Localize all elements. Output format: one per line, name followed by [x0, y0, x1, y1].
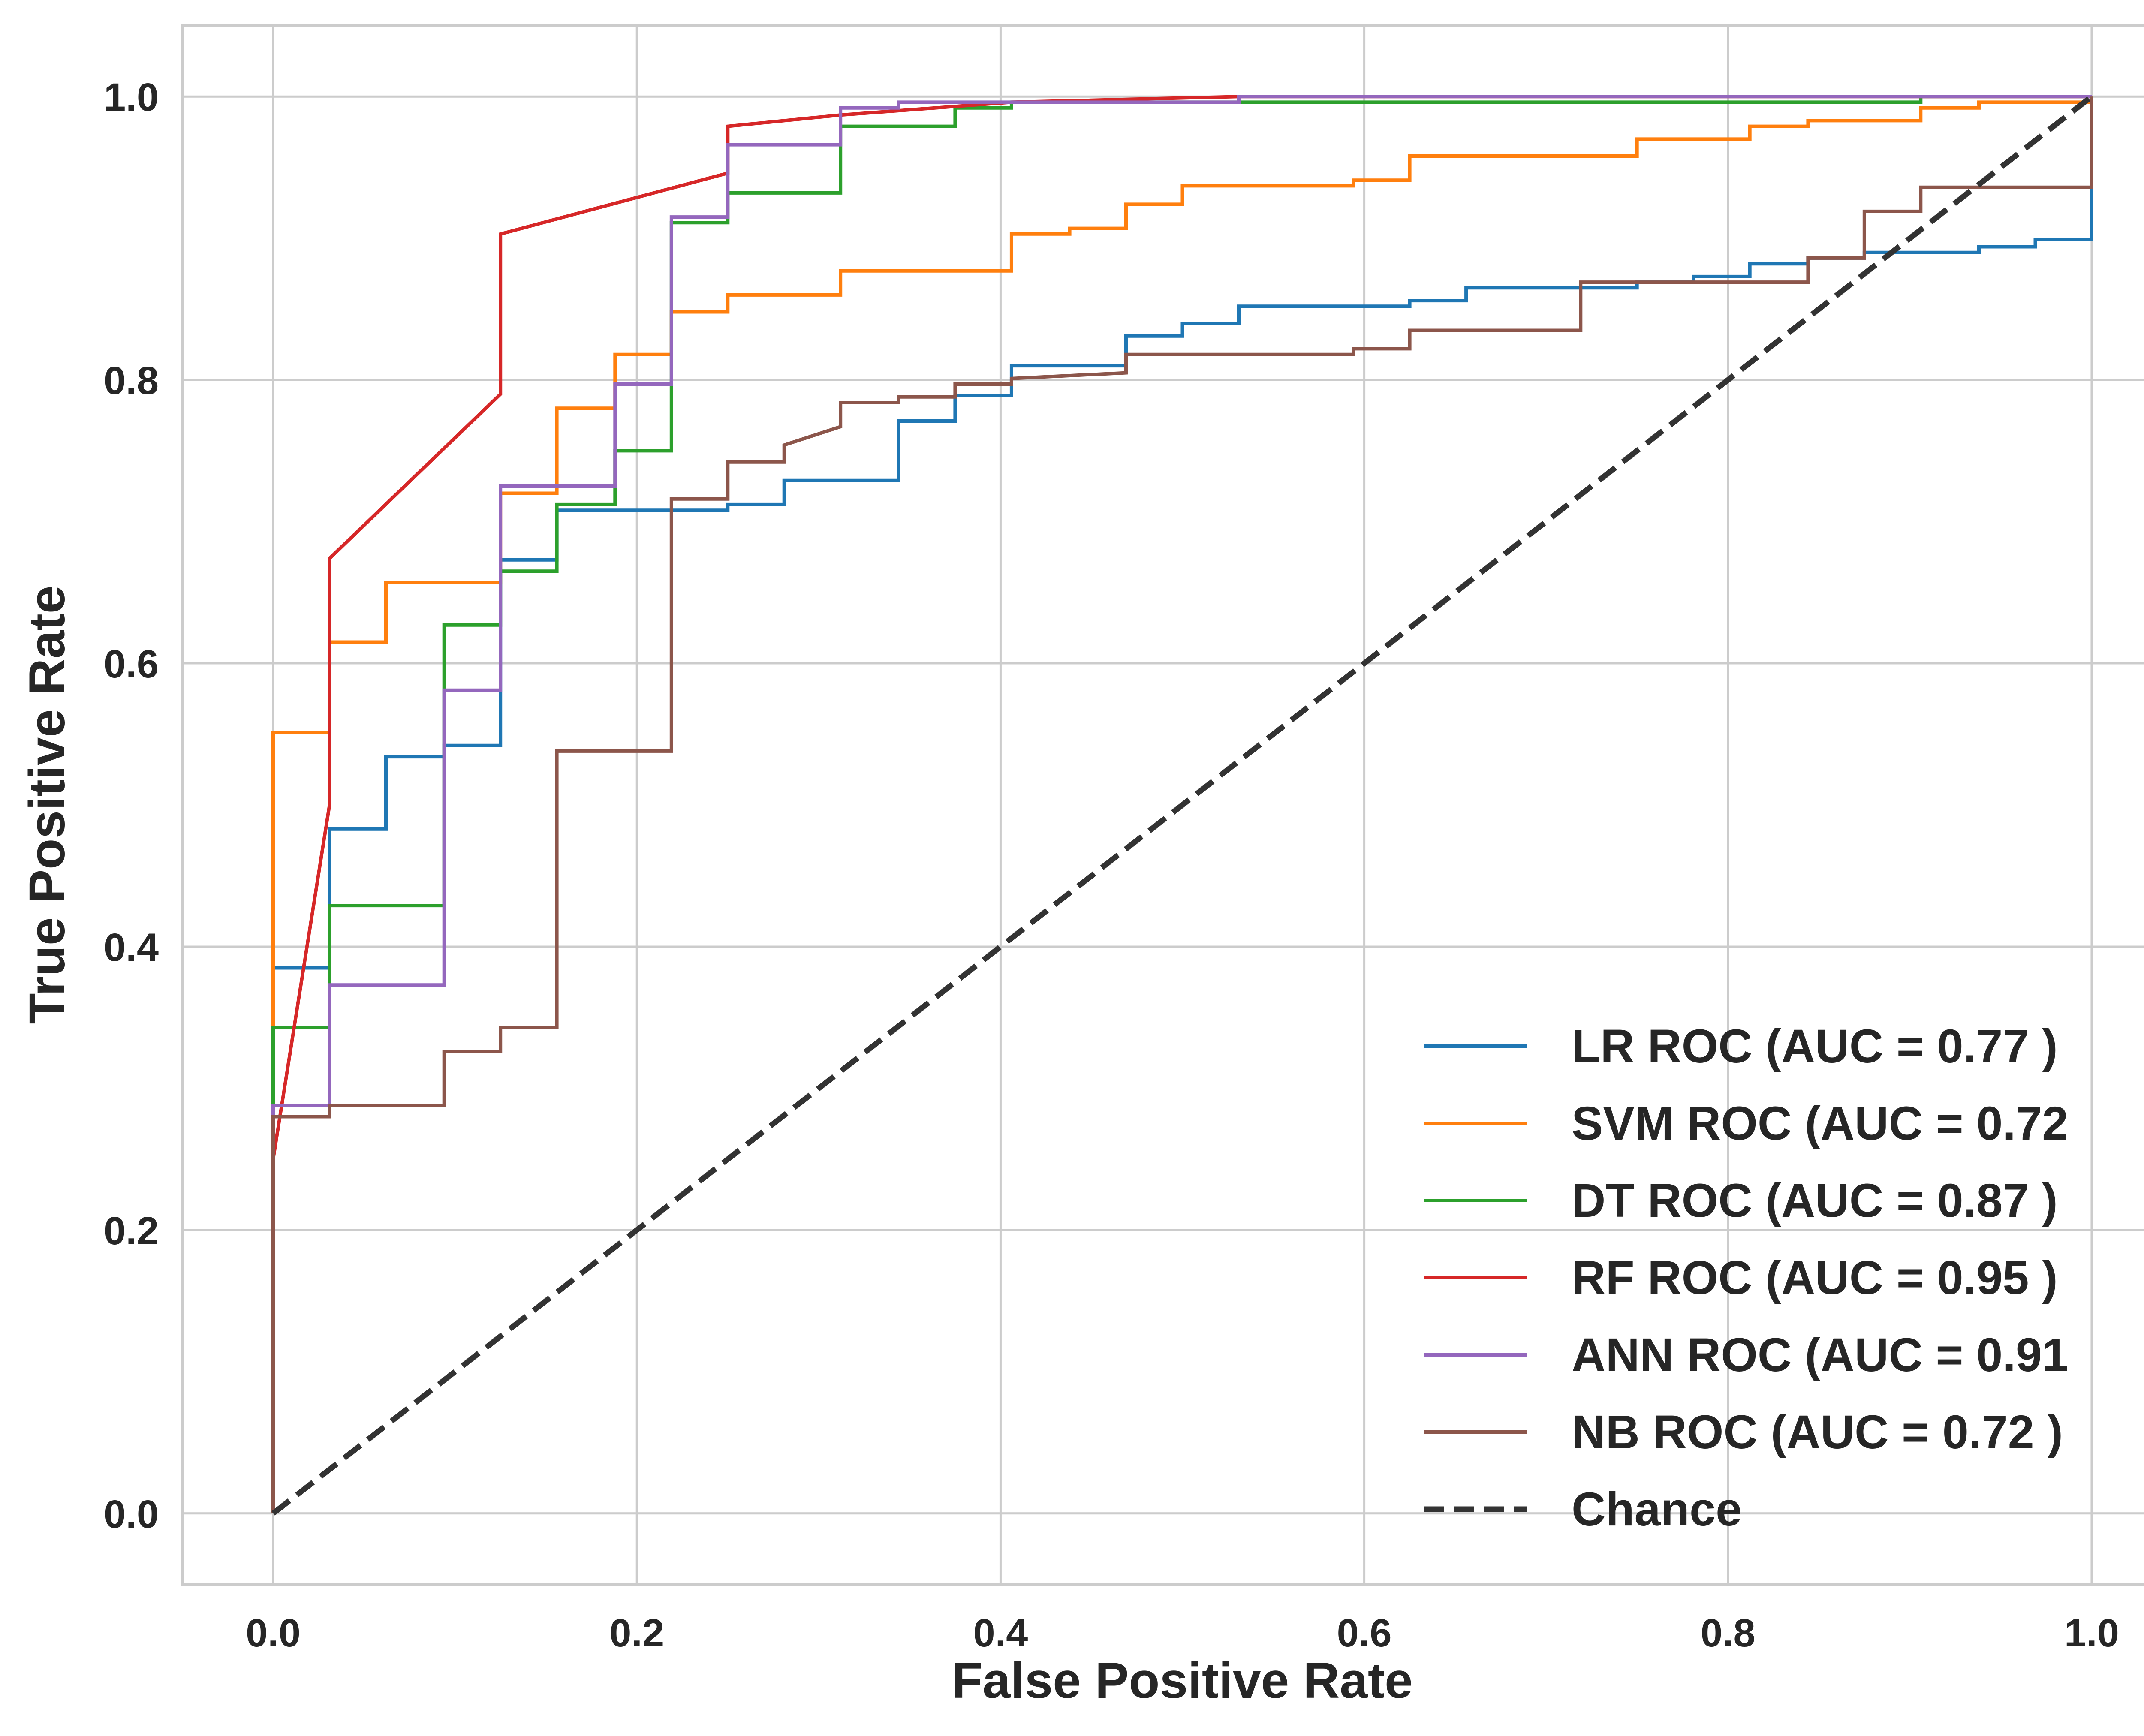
- y-tick-label: 0.2: [104, 1209, 159, 1253]
- y-axis-title: True Positive Rate: [19, 585, 75, 1024]
- legend-label-dt: DT ROC (AUC = 0.87 ): [1572, 1174, 2058, 1227]
- series-line-ann: [271, 95, 2092, 1513]
- plot-frame: [181, 24, 2144, 1586]
- y-axis-ticks: 0.0 0.2 0.4 0.6 0.8 1.0: [104, 75, 159, 1536]
- y-tick-label: 0.4: [104, 926, 159, 969]
- x-tick-label: 1.0: [2064, 1611, 2119, 1655]
- legend-label-rf: RF ROC (AUC = 0.95 ): [1572, 1252, 2058, 1304]
- legend-label-ann: ANN ROC (AUC = 0.91: [1572, 1329, 2068, 1381]
- series-layer: [271, 94, 2093, 1516]
- legend-label-lr: LR ROC (AUC = 0.77 ): [1572, 1020, 2058, 1073]
- y-tick-label: 0.6: [104, 642, 159, 686]
- x-tick-label: 0.2: [609, 1611, 664, 1655]
- x-axis-ticks: 0.0 0.2 0.4 0.6 0.8 1.0: [246, 1611, 2119, 1655]
- y-tick-label: 0.8: [104, 359, 159, 403]
- y-tick-label: 1.0: [104, 75, 159, 119]
- x-tick-label: 0.8: [1701, 1611, 1756, 1655]
- legend-label-svm: SVM ROC (AUC = 0.72: [1572, 1097, 2068, 1150]
- legend-label-nb: NB ROC (AUC = 0.72 ): [1572, 1406, 2063, 1459]
- x-axis-title: False Positive Rate: [952, 1652, 1413, 1709]
- x-tick-label: 0.4: [973, 1611, 1028, 1655]
- series-line-chance: [271, 94, 2093, 1516]
- y-tick-label: 0.0: [104, 1492, 159, 1536]
- plot-area: [182, 26, 2144, 1584]
- legend: LR ROC (AUC = 0.77 ) SVM ROC (AUC = 0.72 D…: [1424, 1020, 2068, 1536]
- x-tick-label: 0.0: [246, 1611, 301, 1655]
- series-line-nb: [271, 96, 2093, 1513]
- legend-label-chance: Chance: [1572, 1483, 1742, 1536]
- x-tick-label: 0.6: [1337, 1611, 1392, 1655]
